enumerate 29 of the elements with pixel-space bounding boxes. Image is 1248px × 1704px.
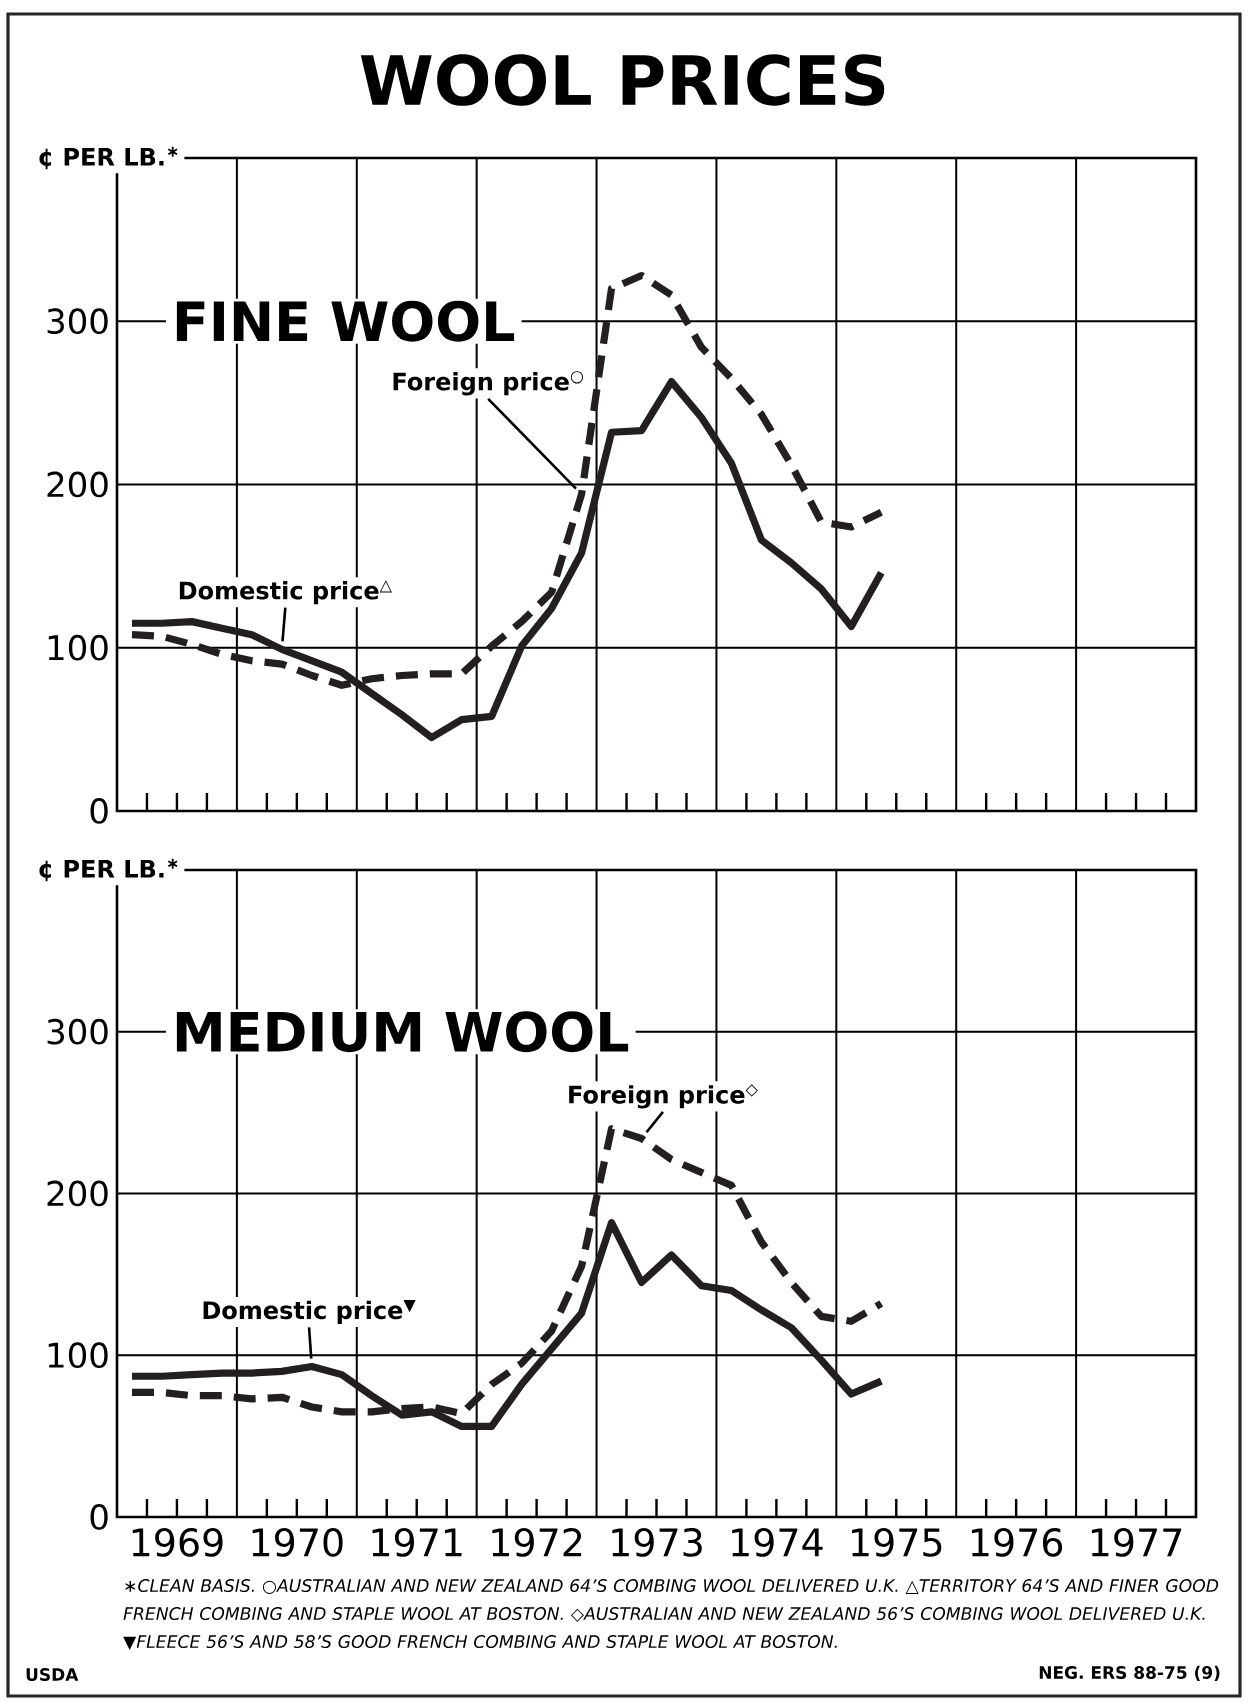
x-tick-label: 1977 (1091, 1528, 1182, 1557)
text: FINE WOOL (176, 300, 515, 342)
text: Domestic price$^{▼}$ (203, 1299, 416, 1324)
x-tick-label: 1971 (372, 1528, 462, 1557)
x-tick-label: 1974 (732, 1528, 823, 1557)
y-tick-label: 300 (47, 308, 108, 335)
x-tick-label: 1973 (612, 1528, 702, 1557)
x-tick-label: 1976 (971, 1528, 1063, 1557)
y-tick-label: 200 (47, 1180, 108, 1207)
text: ∗CLEAN BASIS. ○AUSTRALIAN AND NEW ZEALAND 64’S COMBING WOOL DELIVERED U.K. △TERRITORY 64’S AND FINER GOOD FRENCH COMBING AND STAPLE WOOL AT BOSTON. ◇AUSTRALIAN AND NEW ZEALAND 56’S COMBING WOOL DELIVERED U.K. ▼FLEECE 56’S AND 58’S GOOD FRENCH COMBING AND STAPLE WOOL AT BOSTON. (123, 1579, 1219, 1650)
y-tick-label: 100 (48, 1342, 108, 1369)
y-tick-label: 300 (47, 1018, 108, 1045)
text: NEG. ERS 88-75 (9) (1039, 1665, 1220, 1681)
y-axis-title: ¢ PER LB.$^{∗}$ (39, 146, 178, 170)
text: USDA (26, 1668, 79, 1681)
x-tick-label: 1970 (252, 1528, 343, 1557)
x-tick-label: 1975 (852, 1528, 942, 1557)
chart-title: WOOL PRICES (360, 54, 885, 106)
series-label: Domestic price$^{△}$ (179, 580, 392, 605)
y-tick-label: 200 (47, 471, 108, 498)
y-tick-label: 0 (90, 1504, 108, 1530)
y-tick-label: 100 (48, 634, 108, 661)
series-label: Foreign price$^{◇}$ (569, 1084, 758, 1109)
series-label: Foreign price$^{○}$ (393, 371, 584, 396)
x-tick-label: 1972 (492, 1528, 582, 1557)
x-tick-label: 1969 (132, 1528, 223, 1557)
y-axis-title: ¢ PER LB.$^{∗}$ (39, 858, 178, 882)
text: MEDIUM WOOL (176, 1011, 629, 1053)
y-tick-label: 0 (90, 798, 108, 824)
